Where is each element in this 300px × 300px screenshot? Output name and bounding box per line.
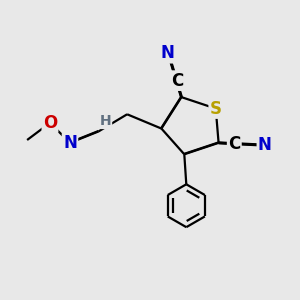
Text: O: O: [43, 114, 57, 132]
Text: N: N: [161, 44, 175, 62]
Text: S: S: [210, 100, 222, 118]
Text: H: H: [100, 114, 112, 128]
Text: N: N: [63, 134, 77, 152]
Text: C: C: [228, 135, 240, 153]
Text: C: C: [171, 72, 183, 90]
Text: N: N: [258, 136, 272, 154]
